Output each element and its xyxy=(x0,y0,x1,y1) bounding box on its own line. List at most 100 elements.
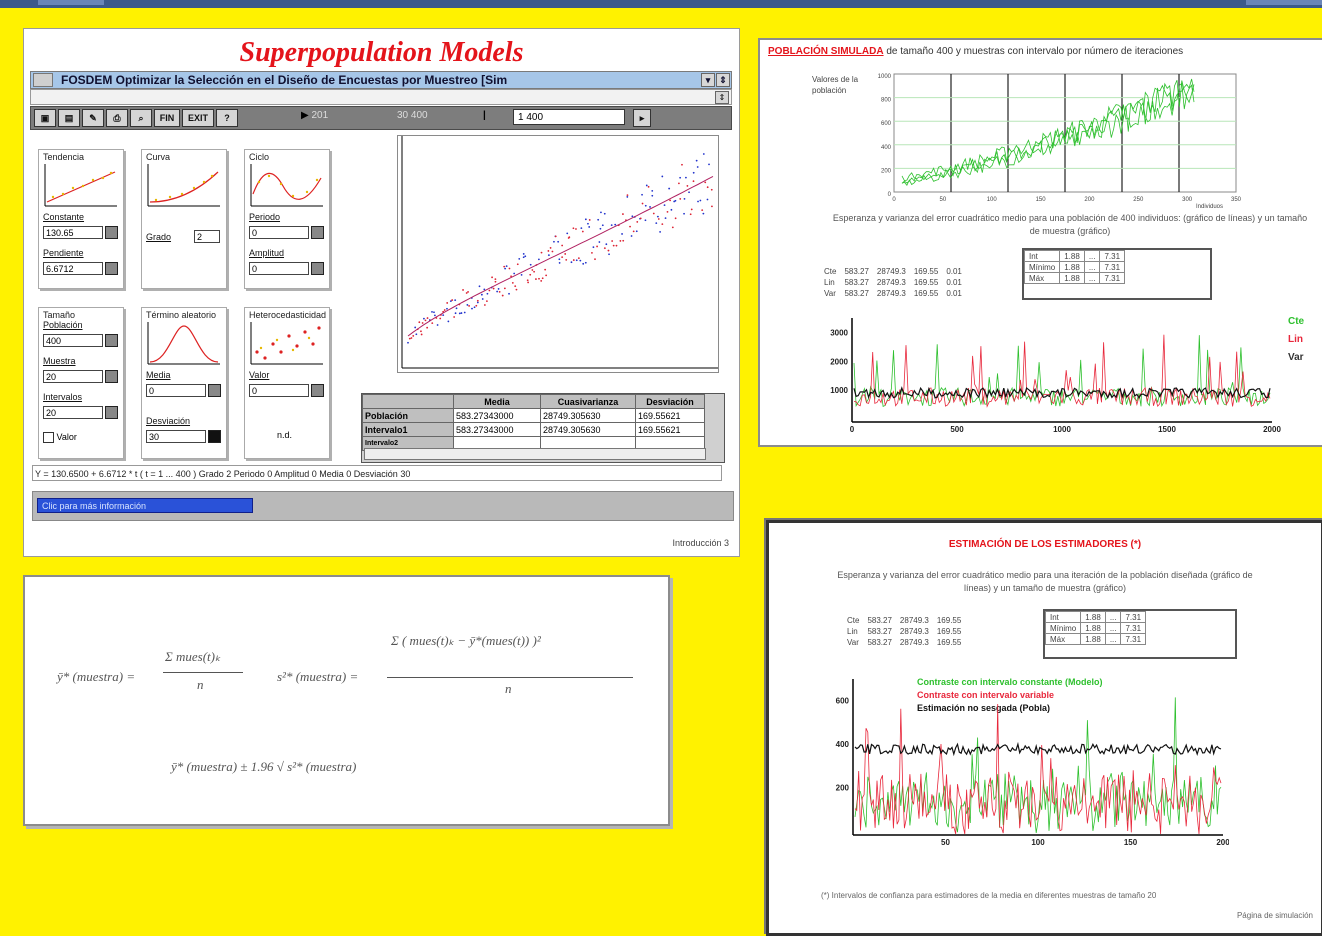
grid-cell[interactable]: 28749.305630 xyxy=(540,408,636,423)
variance-formula-denominator: n xyxy=(505,681,512,696)
scatter-point xyxy=(554,235,557,238)
amplitud-label: Amplitud xyxy=(249,248,285,258)
open-icon[interactable]: ▣ xyxy=(34,109,56,127)
scatter-point xyxy=(522,256,525,259)
heteroc-spinner-icon[interactable] xyxy=(311,384,324,397)
menu-restore-button[interactable]: ⇕ xyxy=(715,91,729,104)
scatter-point xyxy=(424,319,427,322)
grado-input[interactable]: 2 xyxy=(194,230,220,243)
population-ylabel: Valores de la población xyxy=(812,75,859,95)
amplitud-input[interactable]: 0 xyxy=(249,262,309,275)
print-icon[interactable]: ⎙ xyxy=(106,109,128,127)
scatter-point xyxy=(504,267,507,270)
more-info-button[interactable]: Clic para más información xyxy=(37,498,253,513)
help-icon[interactable]: ? xyxy=(216,109,238,127)
constante-input[interactable]: 130.65 xyxy=(43,226,103,239)
fin-button[interactable]: FIN xyxy=(154,109,180,127)
periodo-input[interactable]: 0 xyxy=(249,226,309,239)
grid-cell[interactable] xyxy=(453,436,541,451)
population-summary-table: Cte 583.27 28749.3 169.55 0.01 Lin 583.27 28749… xyxy=(820,266,966,299)
model-formula-line[interactable]: Y = 130.6500 + 6.6712 * t ( t = 1 ... 40… xyxy=(32,465,722,481)
y-tick-label: 400 xyxy=(881,145,892,151)
x-tick-label: 0 xyxy=(892,197,896,203)
zoom-icon[interactable]: ⌕ xyxy=(130,109,152,127)
table-cell: 1.88 xyxy=(1080,611,1106,623)
table-row: Población 583.27343000 28749.305630 169.… xyxy=(362,408,705,423)
grid-cell[interactable]: 169.55621 xyxy=(635,422,705,437)
minimize-button[interactable]: ▾ xyxy=(701,73,715,87)
media-spinner-icon[interactable] xyxy=(208,384,221,397)
grid-horizontal-scrollbar[interactable] xyxy=(364,448,706,460)
scatter-point xyxy=(510,275,512,278)
grid-corner xyxy=(362,394,454,409)
scatter-point xyxy=(610,224,613,227)
scatter-point xyxy=(483,288,486,291)
periodo-spinner-icon[interactable] xyxy=(311,226,324,239)
population-series-line xyxy=(901,82,1195,187)
top-strip-tab-right[interactable] xyxy=(1246,0,1322,5)
status-bar: Clic para más información xyxy=(32,491,734,521)
save-icon[interactable]: ▤ xyxy=(58,109,80,127)
scatter-point xyxy=(632,230,635,233)
pendiente-input[interactable]: 6.6712 xyxy=(43,262,103,275)
true-value-series-line xyxy=(854,741,1222,757)
population-scatter-plot xyxy=(397,135,719,373)
scatter-point xyxy=(588,219,591,221)
grid-cell[interactable]: 169.55621 xyxy=(635,408,705,423)
y-tick-label: 600 xyxy=(881,121,892,127)
exit-button[interactable]: EXIT xyxy=(182,109,214,127)
results-grid: Media Cuasivarianza Desviación Población… xyxy=(361,393,725,463)
media-input[interactable]: 0 xyxy=(146,384,206,397)
window-titlebar[interactable]: FOSDEM Optimizar la Selección en el Dise… xyxy=(30,71,732,89)
x-tick-label: 50 xyxy=(940,197,947,203)
amplitud-spinner-icon[interactable] xyxy=(311,262,324,275)
poblacion-spinner-icon[interactable] xyxy=(105,334,118,347)
scatter-point xyxy=(666,211,669,213)
maximize-button[interactable]: ⇕ xyxy=(716,73,730,87)
scatter-point xyxy=(564,253,567,255)
table-row: Var 583.27 28749.3 169.55 0.01 xyxy=(820,288,966,299)
scatter-point xyxy=(706,198,709,201)
grid-cell[interactable]: 583.27343000 xyxy=(453,408,541,423)
edit-icon[interactable]: ✎ xyxy=(82,109,104,127)
scatter-point xyxy=(584,261,587,264)
grid-cell[interactable]: 28749.305630 xyxy=(540,422,636,437)
valor-checkbox[interactable]: Valor xyxy=(43,432,77,444)
range-input[interactable]: 1 400 xyxy=(513,109,625,125)
table-cell: 169.55 xyxy=(913,278,939,287)
grid-row-label: Población xyxy=(362,408,454,423)
scatter-point xyxy=(568,236,571,239)
desviacion-arrow-icon[interactable] xyxy=(208,430,221,443)
table-cell: 1.88 xyxy=(1059,272,1085,284)
muestra-input[interactable]: 20 xyxy=(43,370,103,383)
system-menu-icon[interactable] xyxy=(33,73,53,87)
x-tick-label: 1000 xyxy=(1053,425,1071,434)
scatter-point xyxy=(460,312,463,314)
apply-range-button[interactable]: ▸ xyxy=(633,109,651,127)
constante-spinner-icon[interactable] xyxy=(105,226,118,239)
pendiente-spinner-icon[interactable] xyxy=(105,262,118,275)
table-cell: Cte xyxy=(847,616,860,625)
desviacion-input[interactable]: 30 xyxy=(146,430,206,443)
grid-cell[interactable]: 583.27343000 xyxy=(453,422,541,437)
scatter-point xyxy=(565,258,568,261)
scatter-point xyxy=(612,244,615,247)
mean-formula-denominator: n xyxy=(197,677,204,692)
slide-title: Superpopulation Models xyxy=(239,37,524,68)
scatter-point xyxy=(531,269,534,271)
poblacion-input[interactable]: 400 xyxy=(43,334,103,347)
grid-cell[interactable] xyxy=(540,436,636,451)
table-cell: 28749.3 xyxy=(876,278,906,287)
scatter-point xyxy=(587,222,589,225)
muestra-spinner-icon[interactable] xyxy=(105,370,118,383)
table-row: Mínimo 1.88... 7.31 xyxy=(1045,622,1147,634)
intervalos-input[interactable]: 20 xyxy=(43,406,103,419)
top-strip-tab-left[interactable] xyxy=(38,0,104,5)
scatter-point xyxy=(516,263,519,266)
scatter-point xyxy=(575,228,577,230)
intervalos-spinner-icon[interactable] xyxy=(105,406,118,419)
ciclo-title: Ciclo xyxy=(249,152,270,162)
scatter-point xyxy=(407,341,409,344)
heteroc-valor-input[interactable]: 0 xyxy=(249,384,309,397)
scatter-point xyxy=(540,280,543,282)
